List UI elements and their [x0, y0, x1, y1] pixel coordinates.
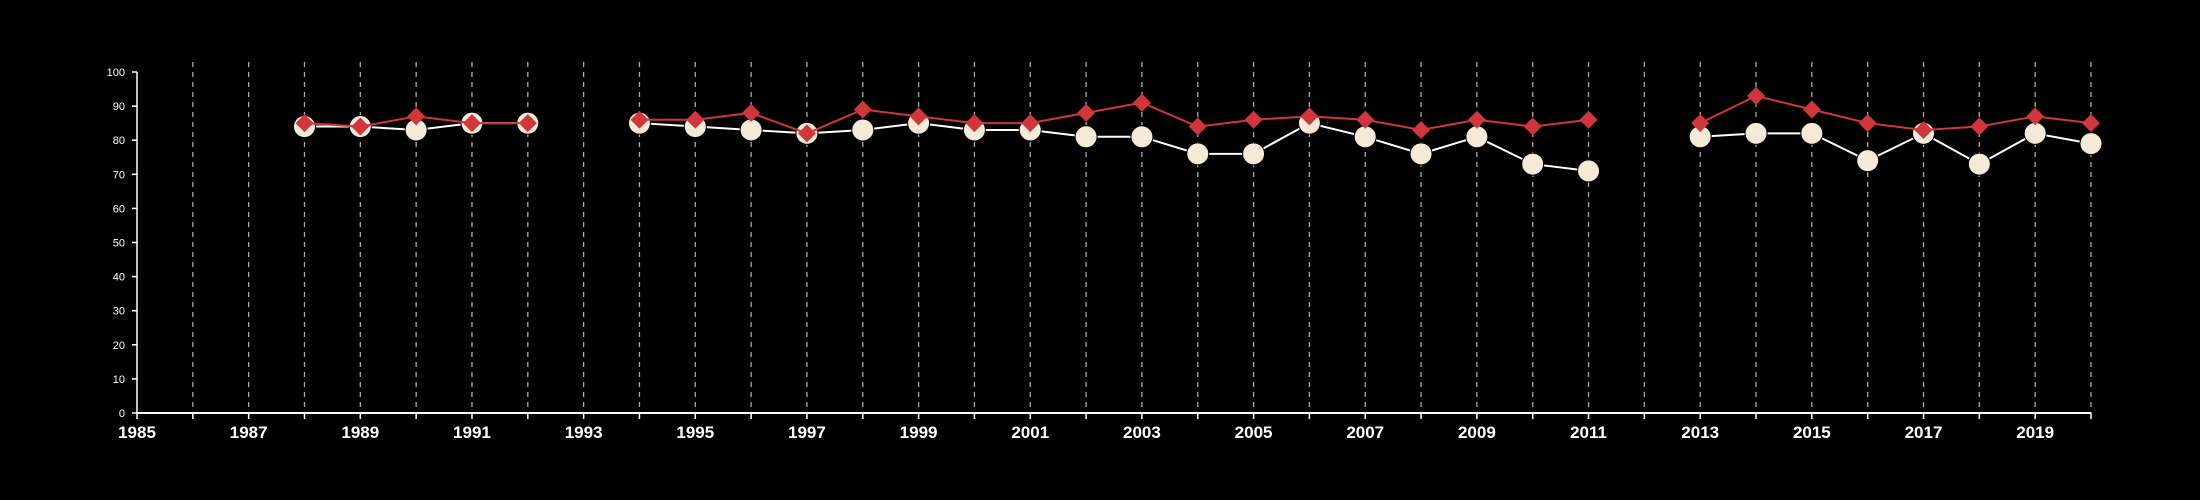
series-a-line-1 — [639, 122, 1589, 172]
series-a-point-2015 — [1800, 121, 1824, 145]
y-tick-label-80: 80 — [113, 135, 125, 147]
series-b-point-2007 — [1356, 110, 1375, 129]
series-a-point-2019 — [2023, 121, 2047, 145]
series-b-point-2011 — [1579, 110, 1598, 129]
series-b-point-1997 — [797, 124, 816, 143]
series-b-point-2000 — [965, 114, 984, 133]
series-a-point-1998 — [851, 118, 875, 142]
series-b-point-2015 — [1802, 100, 1821, 119]
series-b-point-2002 — [1077, 103, 1096, 122]
series-a-point-2002 — [1074, 125, 1098, 149]
y-tick-label-0: 0 — [119, 408, 125, 420]
x-tick-label-2003: 2003 — [1123, 423, 1161, 442]
y-tick-label-100: 100 — [107, 67, 125, 79]
x-tick-label-2001: 2001 — [1011, 423, 1049, 442]
series-a-point-2018 — [1967, 152, 1991, 176]
y-tick-label-70: 70 — [113, 169, 125, 181]
series-a-point-2004 — [1186, 142, 1210, 166]
x-tick-label-2019: 2019 — [2016, 423, 2054, 442]
series-b-point-1989 — [351, 117, 370, 136]
series-a-point-2010 — [1521, 152, 1545, 176]
series-a-point-2011 — [1577, 159, 1601, 183]
series-a-point-2009 — [1465, 125, 1489, 149]
x-tick-label-1997: 1997 — [788, 423, 826, 442]
series-layer — [292, 86, 2103, 183]
series-a-point-2016 — [1856, 149, 1880, 173]
series-b-point-1999 — [909, 107, 928, 126]
series-b-point-2001 — [1021, 114, 1040, 133]
y-tick-label-30: 30 — [113, 306, 125, 318]
y-tick-label-20: 20 — [113, 340, 125, 352]
series-b-point-1991 — [462, 114, 481, 133]
x-tick-label-1985: 1985 — [118, 423, 156, 442]
series-b-point-2008 — [1412, 120, 1431, 139]
x-tick-label-1991: 1991 — [453, 423, 491, 442]
series-b-point-1992 — [518, 114, 537, 133]
x-tick-label-1989: 1989 — [341, 423, 379, 442]
series-b-point-1998 — [853, 100, 872, 119]
series-b-point-2009 — [1467, 110, 1486, 129]
series-a-point-2007 — [1353, 125, 1377, 149]
x-tick-label-2013: 2013 — [1681, 423, 1719, 442]
x-tick-label-2005: 2005 — [1235, 423, 1273, 442]
series-b-point-2010 — [1523, 117, 1542, 136]
x-tick-label-2007: 2007 — [1346, 423, 1384, 442]
series-b-point-2013 — [1691, 114, 1710, 133]
series-b-point-1995 — [686, 110, 705, 129]
x-tick-label-2015: 2015 — [1793, 423, 1831, 442]
x-tick-label-1987: 1987 — [230, 423, 268, 442]
series-b-point-2014 — [1747, 86, 1766, 105]
series-b-point-1994 — [630, 110, 649, 129]
x-tick-label-1993: 1993 — [565, 423, 603, 442]
series-b-point-2019 — [2026, 107, 2045, 126]
x-tick-label-1995: 1995 — [676, 423, 714, 442]
series-b-point-2017 — [1914, 120, 1933, 139]
grid-layer — [192, 62, 2092, 413]
series-b-point-2020 — [2082, 114, 2100, 133]
series-b-point-2006 — [1300, 107, 1319, 126]
series-b-line-1 — [639, 101, 1589, 135]
series-a-point-1996 — [739, 118, 763, 142]
x-tick-label-1999: 1999 — [900, 423, 938, 442]
series-b-point-2004 — [1188, 117, 1207, 136]
series-a-point-2014 — [1744, 121, 1768, 145]
series-b-line-2 — [1699, 94, 2092, 131]
series-b-point-2003 — [1132, 93, 1151, 112]
series-a-point-2008 — [1409, 142, 1433, 166]
series-a-point-2003 — [1130, 125, 1154, 149]
y-tick-label-50: 50 — [113, 238, 125, 250]
series-b-point-1996 — [742, 103, 761, 122]
y-tick-label-40: 40 — [113, 272, 125, 284]
series-b-point-1988 — [295, 114, 314, 133]
series-a-point-2005 — [1242, 142, 1266, 166]
y-tick-label-10: 10 — [113, 374, 125, 386]
axes: 0 10 20 30 40 50 60 70 80 90 100 1985 1987 1989 1991 19… — [107, 67, 2092, 442]
x-tick-label-2009: 2009 — [1458, 423, 1496, 442]
series-b-point-2018 — [1970, 117, 1989, 136]
series-b-point-2005 — [1244, 110, 1263, 129]
series-b-point-2016 — [1858, 114, 1877, 133]
y-tick-label-60: 60 — [113, 203, 125, 215]
x-tick-label-2011: 2011 — [1570, 423, 1607, 442]
series-b-point-1990 — [407, 107, 426, 126]
y-tick-label-90: 90 — [113, 101, 125, 113]
x-tick-label-2017: 2017 — [1905, 423, 1943, 442]
series-a-point-2020 — [2079, 132, 2103, 156]
